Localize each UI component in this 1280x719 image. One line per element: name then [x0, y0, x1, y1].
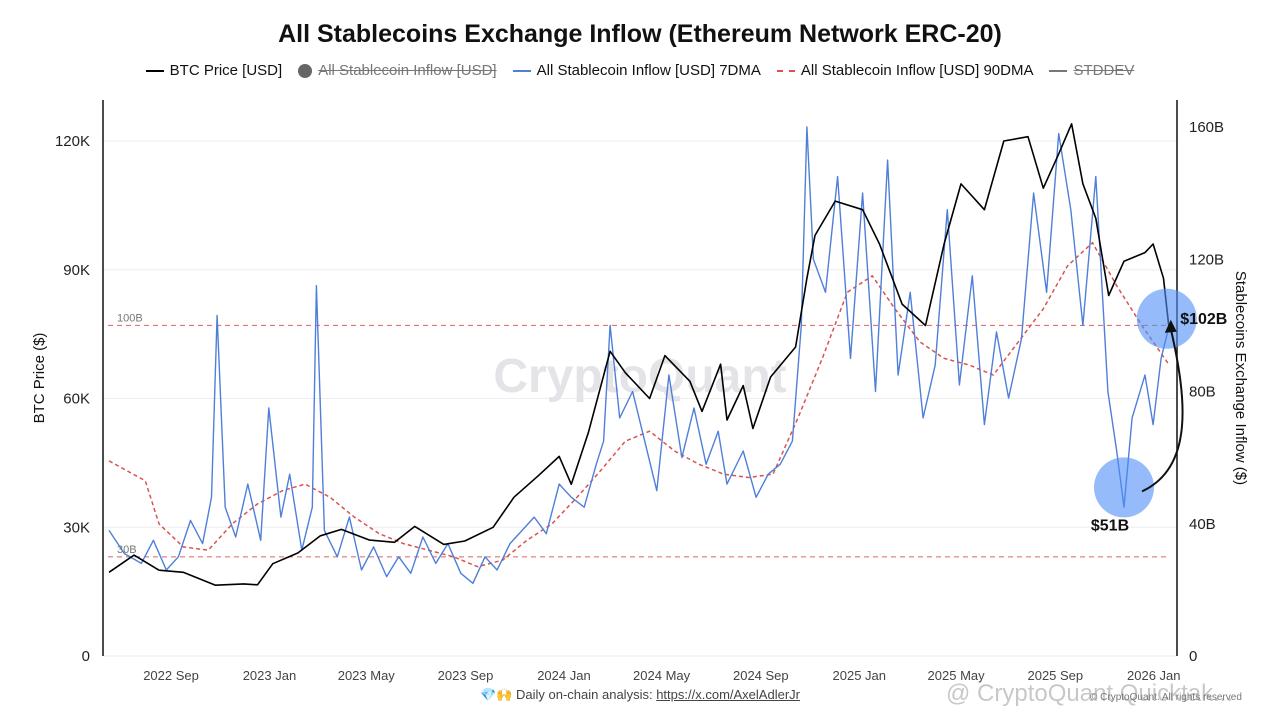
legend-label-stablecoin-inflow: All Stablecoin Inflow [USD]	[318, 62, 497, 79]
x-tick-label: 2023 Jan	[243, 668, 297, 683]
series-line-btc-price	[108, 123, 1170, 587]
legend-item-stddev[interactable]: STDDEV	[1049, 62, 1134, 79]
legend-swatch-stablecoin-inflow	[298, 63, 313, 78]
reference-line-label: 100B	[117, 312, 143, 324]
x-tick-label: 2024 Jan	[537, 668, 591, 683]
x-tick-label: 2023 Sep	[438, 668, 494, 683]
y-right-axis-label: Stablecoins Exchange Inflow ($)	[1232, 271, 1249, 485]
legend-swatch-stddev	[1049, 69, 1068, 72]
legend-item-inflow-90dma[interactable]: All Stablecoin Inflow [USD] 90DMA	[776, 62, 1034, 79]
x-tick-label: 2024 Sep	[733, 668, 789, 683]
legend-swatch-inflow-90dma	[776, 69, 795, 72]
x-tick-label: 2025 Jan	[833, 668, 887, 683]
y-left-tick-label: 0	[82, 648, 90, 665]
y-left-tick-label: 60K	[63, 391, 90, 408]
y-left-tick-label: 30K	[63, 519, 90, 536]
legend-label-inflow-90dma: All Stablecoin Inflow [USD] 90DMA	[800, 62, 1034, 79]
footer: 💎🙌 Daily on-chain analysis: https://x.co…	[480, 687, 800, 703]
x-tick-label: 2024 May	[633, 668, 691, 683]
y-left-tick-label: 120K	[55, 133, 90, 150]
copyright-text: © CryptoQuant. All rights reserved	[1090, 692, 1242, 703]
y-right-tick-label: 40B	[1189, 516, 1216, 533]
legend-item-stablecoin-inflow[interactable]: All Stablecoin Inflow [USD]	[298, 62, 497, 79]
bottom-watermark: @ CryptoQuant Quicktak...	[946, 680, 1234, 707]
annotation-label-high: $102B	[1180, 311, 1227, 328]
x-tick-label: 2022 Sep	[143, 668, 199, 683]
chart-legend: BTC Price [USD] All Stablecoin Inflow [U…	[0, 62, 1280, 79]
annotation-arrowhead	[1164, 319, 1177, 333]
legend-swatch-inflow-7dma	[512, 69, 531, 72]
footer-link[interactable]: https://x.com/AxelAdlerJr	[656, 687, 800, 702]
annotation-label-low: $51B	[1091, 517, 1129, 534]
reference-line-label: 30B	[117, 544, 137, 556]
y-left-axis-label: BTC Price ($)	[31, 333, 48, 424]
annotation-circle-low	[1094, 457, 1155, 518]
y-right-tick-label: 0	[1189, 648, 1197, 665]
legend-label-btc-price: BTC Price [USD]	[169, 62, 283, 79]
x-tick-label: 2025 Sep	[1027, 668, 1083, 683]
chart-title: All Stablecoins Exchange Inflow (Ethereu…	[278, 20, 1002, 48]
x-tick-label: 2026 Jan	[1127, 668, 1181, 683]
legend-item-btc-price[interactable]: BTC Price [USD]	[145, 62, 283, 79]
y-right-tick-label: 120B	[1189, 251, 1224, 268]
legend-label-stddev: STDDEV	[1073, 62, 1135, 79]
footer-icons: 💎🙌	[480, 687, 513, 702]
y-left-tick-label: 90K	[63, 262, 90, 279]
x-tick-label: 2025 May	[928, 668, 986, 683]
legend-label-inflow-7dma: All Stablecoin Inflow [USD] 7DMA	[536, 62, 761, 79]
annotation-circle-high	[1136, 288, 1197, 349]
footer-text: Daily on-chain analysis:	[516, 687, 653, 702]
y-right-tick-label: 160B	[1189, 119, 1224, 136]
legend-swatch-btc-price	[145, 69, 164, 72]
annotation-arrow	[1141, 328, 1184, 493]
cryptoquant-watermark: CryptoQuant	[493, 350, 786, 403]
series-line-inflow-90dma	[108, 241, 1170, 568]
y-right-tick-label: 80B	[1189, 384, 1216, 401]
legend-item-inflow-7dma[interactable]: All Stablecoin Inflow [USD] 7DMA	[512, 62, 761, 79]
x-tick-label: 2023 May	[338, 668, 396, 683]
series-line-inflow-7dma	[108, 126, 1170, 584]
